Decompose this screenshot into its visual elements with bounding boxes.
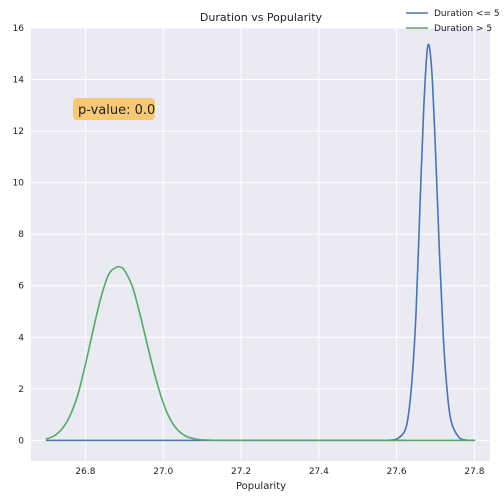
x-tick-label: 26.8 bbox=[75, 467, 95, 477]
y-tick-label: 2 bbox=[18, 385, 24, 395]
y-tick-label: 16 bbox=[13, 24, 25, 34]
y-tick-label: 12 bbox=[13, 127, 24, 137]
x-tick-label: 27.2 bbox=[231, 467, 251, 477]
legend: Duration <= 5 Duration > 5 bbox=[406, 9, 500, 34]
y-tick-label: 8 bbox=[18, 230, 24, 240]
chart-title: Duration vs Popularity bbox=[200, 11, 323, 24]
y-tick-label: 6 bbox=[18, 282, 24, 292]
legend-label-duration-gt-5: Duration > 5 bbox=[434, 24, 492, 34]
grid bbox=[31, 27, 490, 461]
p-value-annotation: p-value: 0.0 bbox=[73, 98, 155, 120]
series-line-duration-gt-5 bbox=[45, 265, 476, 442]
x-tick-label: 27.6 bbox=[387, 467, 407, 477]
series-layer bbox=[45, 43, 476, 442]
legend-label-duration-le-5: Duration <= 5 bbox=[434, 9, 500, 19]
x-tick-label: 27.0 bbox=[153, 467, 173, 477]
plot-area bbox=[31, 28, 490, 461]
y-tick-label: 14 bbox=[13, 76, 25, 86]
annotation-box bbox=[73, 98, 155, 120]
y-tick-label: 10 bbox=[13, 179, 25, 189]
y-tick-label: 4 bbox=[18, 333, 24, 343]
annotation-text: p-value: 0.0 bbox=[78, 103, 155, 118]
y-tick-label: 0 bbox=[18, 436, 24, 446]
x-tick-label: 27.8 bbox=[464, 467, 484, 477]
x-tick-label: 27.4 bbox=[309, 467, 329, 477]
tick-labels: 26.8 27.0 27.2 27.4 27.6 27.8 0 2 4 6 8 10 12 14 16 bbox=[13, 24, 485, 477]
x-axis-label: Popularity bbox=[236, 481, 286, 492]
